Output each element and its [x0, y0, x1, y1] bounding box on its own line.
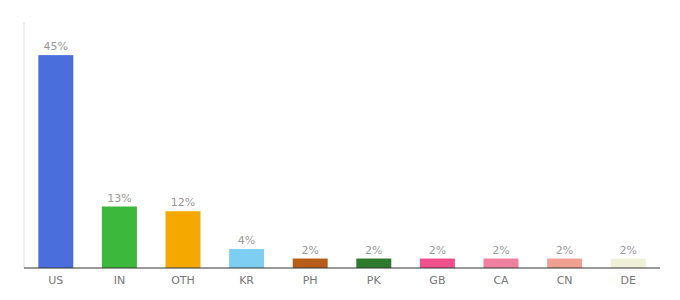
- bar: [356, 259, 391, 268]
- x-tick-label: PH: [303, 274, 318, 287]
- bar: [166, 211, 201, 268]
- x-tick-label: US: [48, 274, 63, 287]
- bar: [293, 259, 328, 268]
- data-label: 2%: [492, 244, 509, 257]
- x-tick-label: PK: [367, 274, 382, 287]
- data-label: 2%: [429, 244, 446, 257]
- x-tick-label: DE: [620, 274, 635, 287]
- bar: [38, 55, 73, 268]
- bar: [420, 259, 455, 268]
- x-tick-label: CN: [557, 274, 573, 287]
- bar: [547, 259, 582, 268]
- data-label: 4%: [238, 234, 255, 247]
- data-label: 2%: [365, 244, 382, 257]
- data-label: 2%: [301, 244, 318, 257]
- bars: [38, 55, 645, 268]
- data-label: 2%: [619, 244, 636, 257]
- x-tick-label: OTH: [171, 274, 195, 287]
- chart-container: US IN OTH KR PH PK GB CA CN DE 45% 13% 12% 4% 2% 2% 2% 2%…: [0, 0, 680, 300]
- x-tick-label: GB: [429, 274, 445, 287]
- chart-svg: US IN OTH KR PH PK GB CA CN DE 45% 13% 12% 4% 2% 2% 2% 2%…: [0, 0, 680, 300]
- bar: [102, 207, 137, 269]
- x-tick-label: CA: [493, 274, 509, 287]
- x-tick-label: IN: [114, 274, 125, 287]
- data-label: 2%: [556, 244, 573, 257]
- bar: [484, 259, 519, 268]
- data-label: 13%: [107, 192, 131, 205]
- y-axis-line: [24, 22, 25, 268]
- x-tick-label: KR: [239, 274, 254, 287]
- x-axis-line: [24, 268, 660, 269]
- bar: [611, 259, 646, 268]
- data-label: 12%: [171, 196, 195, 209]
- data-label: 45%: [44, 40, 68, 53]
- bar: [229, 249, 264, 268]
